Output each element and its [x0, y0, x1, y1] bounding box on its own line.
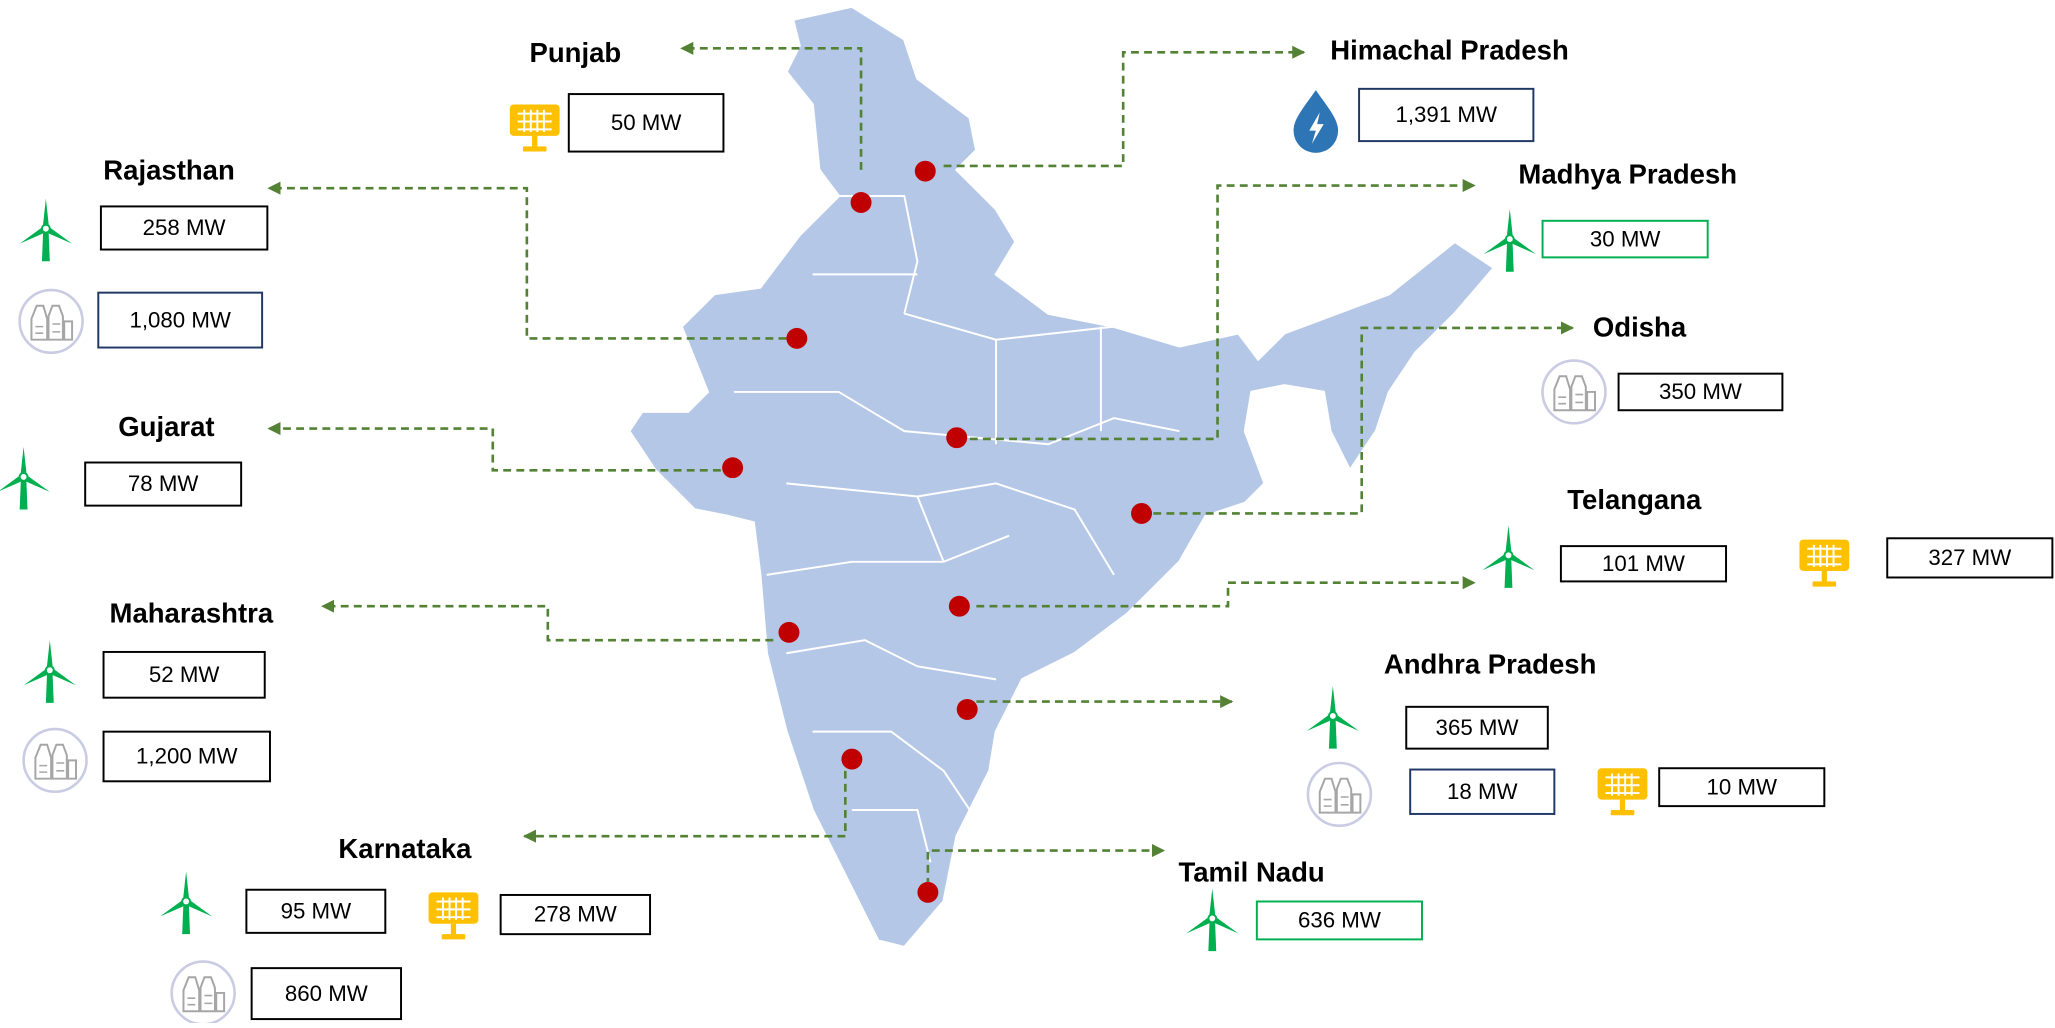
capacity-value: 1,200 MW	[136, 744, 237, 769]
state-name: Odisha	[1593, 312, 1687, 343]
thermal-icon	[1541, 359, 1607, 425]
capacity-box	[245, 888, 387, 934]
leader-line	[680, 41, 863, 170]
capacity-box	[1405, 705, 1549, 750]
capacity-box	[1658, 767, 1826, 808]
location-dot	[778, 621, 800, 643]
capacity-box	[1358, 87, 1535, 143]
leader-line	[321, 599, 774, 642]
capacity-box	[84, 461, 243, 507]
leader-line	[969, 178, 1476, 441]
capacity-box	[499, 893, 652, 936]
capacity-box	[1886, 537, 2054, 579]
leader-line	[926, 844, 1166, 886]
capacity-value: 10 MW	[1707, 774, 1778, 799]
capacity-value: 350 MW	[1659, 379, 1742, 404]
capacity-box	[1541, 219, 1709, 259]
location-dot	[841, 748, 863, 770]
capacity-box	[567, 93, 725, 153]
state-name: Madhya Pradesh	[1518, 159, 1737, 190]
state-name: Himachal Pradesh	[1330, 35, 1569, 66]
capacity-value: 18 MW	[1447, 779, 1518, 804]
state-name: Telangana	[1567, 484, 1702, 515]
leader-line	[943, 45, 1306, 168]
capacity-value: 50 MW	[611, 110, 682, 135]
state-name: Punjab	[529, 37, 621, 68]
capacity-box	[97, 291, 264, 349]
location-dot	[1131, 503, 1153, 524]
wind-icon	[1304, 684, 1362, 750]
capacity-value: 258 MW	[143, 215, 226, 240]
capacity-box	[102, 730, 271, 783]
leader-line	[522, 770, 847, 843]
location-dot	[914, 160, 936, 182]
thermal-icon	[22, 727, 88, 794]
capacity-value: 327 MW	[1928, 545, 2011, 570]
capacity-value: 1,391 MW	[1395, 102, 1496, 127]
state-name: Karnataka	[338, 833, 472, 864]
wind-icon	[1479, 524, 1538, 589]
solar-icon	[1798, 538, 1851, 588]
drop-icon	[1293, 90, 1339, 153]
capacity-box	[1617, 372, 1784, 412]
capacity-value: 278 MW	[534, 902, 617, 927]
capacity-value: 78 MW	[128, 471, 199, 496]
state-name: Andhra Pradesh	[1384, 649, 1597, 680]
india-outline	[627, 5, 1497, 949]
thermal-icon	[18, 288, 84, 355]
location-dot	[948, 595, 970, 617]
state-name: Gujarat	[118, 411, 214, 442]
capacity-box	[99, 205, 269, 251]
leader-line	[267, 181, 787, 340]
location-dot	[917, 881, 939, 903]
location-dot	[722, 457, 744, 479]
capacity-box	[1559, 545, 1728, 583]
wind-icon	[1481, 208, 1539, 273]
wind-icon	[17, 197, 75, 263]
thermal-icon	[1306, 761, 1373, 828]
capacity-value: 636 MW	[1298, 908, 1381, 933]
capacity-box	[1409, 768, 1556, 815]
state-name: Tamil Nadu	[1178, 856, 1324, 887]
capacity-value: 52 MW	[149, 662, 220, 687]
solar-icon	[508, 103, 561, 153]
location-dot	[956, 698, 978, 720]
location-dot	[786, 327, 808, 349]
capacity-box	[102, 650, 266, 699]
solar-icon	[427, 891, 480, 941]
capacity-box	[250, 967, 403, 1021]
capacity-box	[1255, 900, 1423, 941]
capacity-value: 30 MW	[1590, 226, 1661, 251]
capacity-value: 95 MW	[281, 898, 352, 923]
capacity-value: 365 MW	[1436, 715, 1519, 740]
location-dot	[946, 427, 968, 449]
state-name: Rajasthan	[103, 155, 235, 186]
wind-icon	[157, 870, 215, 936]
solar-icon	[1596, 767, 1649, 817]
wind-icon	[1183, 887, 1242, 953]
leader-line	[1153, 321, 1575, 515]
capacity-value: 101 MW	[1602, 551, 1685, 576]
capacity-value: 860 MW	[285, 981, 368, 1006]
capacity-value: 1,080 MW	[129, 307, 230, 332]
thermal-icon	[170, 960, 236, 1026]
wind-icon	[21, 639, 79, 704]
wind-icon	[0, 445, 53, 511]
location-dot	[850, 192, 872, 213]
leader-line	[267, 422, 721, 472]
state-name: Maharashtra	[110, 598, 274, 629]
